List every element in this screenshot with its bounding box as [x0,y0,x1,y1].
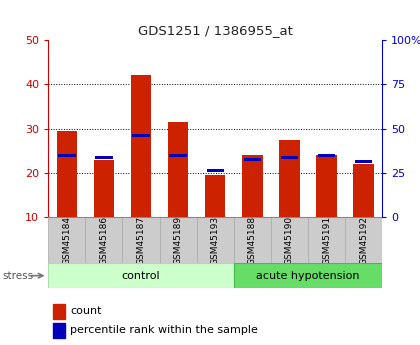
Bar [355,160,372,164]
Bar [345,217,382,264]
Text: GSM45189: GSM45189 [173,216,183,265]
Bar [131,75,151,217]
Bar [170,154,187,157]
Bar [123,217,160,264]
Text: GSM45184: GSM45184 [62,216,71,265]
Bar [205,175,226,217]
Text: count: count [70,306,102,316]
Bar [234,217,271,264]
Text: GSM45187: GSM45187 [136,216,146,265]
Bar [53,323,65,338]
Bar [53,304,65,319]
Text: stress: stress [2,271,33,280]
Bar [48,217,85,264]
Text: GSM45193: GSM45193 [211,216,220,265]
Bar [234,263,382,288]
Text: GSM45186: GSM45186 [100,216,108,265]
Bar [316,155,337,217]
Title: GDS1251 / 1386955_at: GDS1251 / 1386955_at [138,24,293,37]
Bar [85,217,123,264]
Bar [160,217,197,264]
Text: control: control [122,271,160,280]
Bar [48,263,234,288]
Text: percentile rank within the sample: percentile rank within the sample [70,325,258,335]
Bar [168,122,188,217]
Bar [354,164,374,217]
Text: acute hypotension: acute hypotension [256,271,360,280]
Bar [197,217,234,264]
Text: GSM45188: GSM45188 [248,216,257,265]
Bar [308,217,345,264]
Bar [207,169,224,172]
Text: GSM45192: GSM45192 [359,216,368,265]
Bar [242,155,262,217]
Bar [244,158,261,161]
Bar [95,156,113,159]
Bar [271,217,308,264]
Text: GSM45191: GSM45191 [322,216,331,265]
Bar [57,131,77,217]
Bar [281,156,298,159]
Bar [58,154,76,157]
Bar [318,154,335,157]
Bar [279,140,299,217]
Text: GSM45190: GSM45190 [285,216,294,265]
Bar [94,160,114,217]
Bar [132,134,150,137]
